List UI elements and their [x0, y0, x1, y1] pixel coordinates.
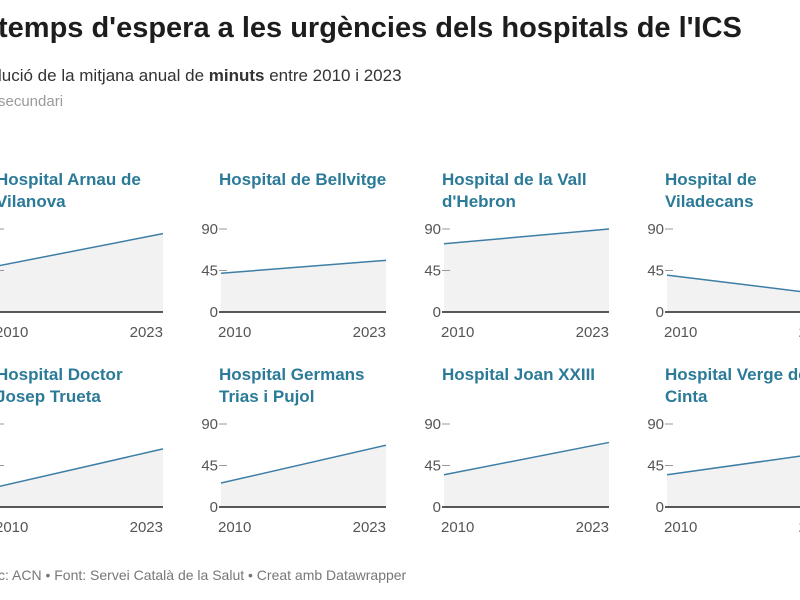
panel-title: Hospital Doctor Josep Trueta	[0, 365, 123, 406]
x-tick-label: 2023	[130, 324, 163, 341]
data-line	[666, 455, 800, 476]
x-tick-label: 2010	[441, 324, 474, 341]
subtitle-text-start: lució de la mitjana anual de	[0, 66, 209, 85]
area-fill	[667, 275, 800, 312]
panel-title: Hospital Germans Trias i Pujol	[219, 365, 365, 406]
data-line	[220, 444, 387, 484]
y-tick-label: 90	[201, 221, 218, 238]
x-tick-label: 2023	[799, 519, 800, 536]
x-tick-label: 2023	[799, 324, 800, 341]
area-fill	[221, 445, 386, 507]
panel-title: Hospital de la Vall d'Hebron	[442, 170, 587, 211]
x-tick-label: 2010	[664, 324, 697, 341]
area-fill	[444, 442, 609, 507]
x-tick-label: 2023	[130, 519, 163, 536]
data-line	[0, 232, 164, 267]
area-fill	[0, 233, 163, 312]
x-tick-label: 2010	[218, 519, 251, 536]
x-tick-label: 2010	[0, 519, 28, 536]
data-line	[443, 228, 610, 245]
x-tick-label: 2010	[218, 324, 251, 341]
panel-title: Hospital de Bellvitge	[219, 170, 387, 189]
chart-subtitle: lució de la mitjana anual de minuts entr…	[0, 66, 402, 86]
data-line	[443, 441, 610, 476]
area-fill	[444, 229, 609, 312]
panel-title: Hospital de Viladecans	[665, 170, 757, 211]
panel-title: Hospital Arnau de Vilanova	[0, 170, 141, 211]
y-tick-label: 0	[433, 304, 441, 321]
panel-title: Hospital Joan XXIII	[442, 365, 596, 384]
y-tick-label: 45	[424, 263, 441, 280]
y-tick-label: 45	[647, 263, 664, 280]
area-fill	[667, 456, 800, 507]
area-fill	[0, 448, 163, 507]
y-tick-label: 0	[433, 499, 441, 516]
area-fill	[221, 260, 386, 312]
data-line	[666, 274, 800, 293]
y-tick-label: 45	[647, 458, 664, 475]
data-line	[220, 259, 387, 275]
y-tick-label: 0	[656, 499, 664, 516]
chart-note: secundari	[0, 93, 64, 110]
y-tick-label: 0	[210, 304, 218, 321]
y-tick-label: 90	[647, 221, 664, 238]
y-tick-label: 90	[424, 416, 441, 433]
chart-title: temps d'espera a les urgències dels hosp…	[0, 12, 742, 44]
y-tick-label: 90	[647, 416, 664, 433]
panel-title: Hospital Verge de la Cinta	[665, 365, 800, 406]
x-tick-label: 2010	[441, 519, 474, 536]
data-line	[0, 448, 164, 488]
y-tick-label: 90	[201, 416, 218, 433]
y-tick-label: 90	[424, 221, 441, 238]
y-tick-label: 45	[424, 458, 441, 475]
y-tick-label: 0	[656, 304, 664, 321]
x-tick-label: 2023	[353, 324, 386, 341]
subtitle-text-bold: minuts	[208, 66, 265, 85]
y-tick-label: 45	[201, 263, 218, 280]
x-tick-label: 2010	[664, 519, 697, 536]
x-tick-label: 2023	[576, 324, 609, 341]
x-tick-label: 2023	[576, 519, 609, 536]
chart-footer: c: ACN • Font: Servei Català de la Salut…	[0, 567, 407, 583]
x-tick-label: 2010	[0, 324, 28, 341]
subtitle-text-end: entre 2010 i 2023	[264, 66, 402, 85]
y-tick-label: 0	[210, 499, 218, 516]
y-tick-label: 45	[201, 458, 218, 475]
x-tick-label: 2023	[353, 519, 386, 536]
